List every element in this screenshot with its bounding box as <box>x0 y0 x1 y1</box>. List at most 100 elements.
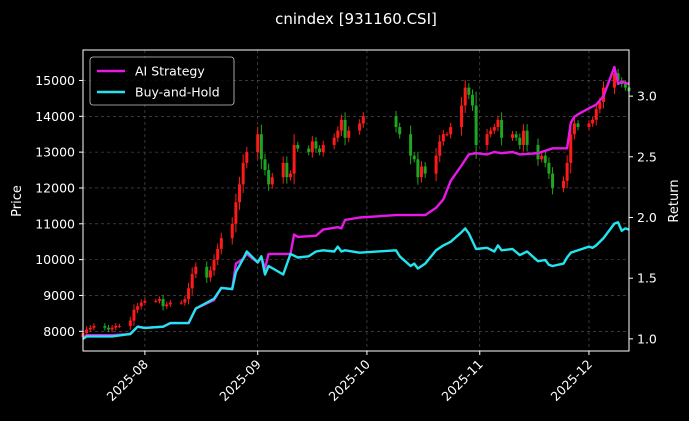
candle-body <box>85 329 89 334</box>
right-tick-label: 3.0 <box>637 89 657 104</box>
candle-body <box>132 309 136 321</box>
candle-body <box>143 300 147 303</box>
return-lines <box>82 65 630 340</box>
candle-body <box>238 184 242 203</box>
candle-body <box>154 300 158 302</box>
candle-body <box>598 101 602 110</box>
candle-body <box>551 173 555 188</box>
legend-label: AI Strategy <box>135 64 205 79</box>
right-tick-label: 1.5 <box>637 271 657 286</box>
candle-body <box>219 238 223 249</box>
candle-body <box>92 325 96 328</box>
candle-body <box>179 302 183 304</box>
candle-body <box>103 325 107 328</box>
candle-body <box>423 166 427 174</box>
candle-body <box>569 134 573 163</box>
candle-body <box>358 123 362 131</box>
candle-body <box>292 144 296 174</box>
candle-body <box>216 248 220 260</box>
left-tick-label: 12000 <box>35 180 75 195</box>
candle-body <box>285 162 289 178</box>
candle-body <box>205 266 209 278</box>
candle-body <box>245 152 249 163</box>
candle-body <box>612 73 616 88</box>
candle-body <box>514 134 518 138</box>
candle-body <box>165 304 169 307</box>
candle-body <box>616 73 620 81</box>
candle-body <box>474 105 478 145</box>
candle-body <box>398 127 402 135</box>
candle-body <box>525 130 529 145</box>
candle-body <box>114 325 118 328</box>
candle-body <box>212 259 216 271</box>
candle-body <box>441 134 445 142</box>
candle-body <box>420 166 424 178</box>
candle-body <box>434 155 438 174</box>
left-tick-label: 13000 <box>35 145 75 160</box>
candle-body <box>190 273 194 289</box>
candle-body <box>281 162 285 178</box>
candle-body <box>547 162 551 174</box>
candle-body <box>259 134 263 160</box>
candle-body <box>470 94 474 106</box>
candle-body <box>128 320 132 326</box>
candle-body <box>561 180 565 188</box>
candle-body <box>157 299 161 301</box>
candle-body <box>270 177 274 185</box>
candle-body <box>307 148 311 153</box>
candle-body <box>263 159 267 171</box>
left-tick-label: 8000 <box>43 324 75 339</box>
legend-box <box>89 56 235 106</box>
left-axis: 8000 9000 10000 11000 12000 13000 14000 15000 <box>35 73 83 339</box>
legend-label: Buy-and-Hold <box>135 85 220 100</box>
candle-body <box>187 288 191 300</box>
right-axis: 1.0 1.5 2.0 2.5 3.0 <box>629 89 657 346</box>
candle-body <box>194 266 198 274</box>
candle-body <box>467 87 471 95</box>
candle-body <box>576 123 580 128</box>
grid-lines <box>83 50 629 351</box>
candle-body <box>183 299 187 303</box>
candle-body <box>416 159 420 178</box>
candle-body <box>208 270 212 278</box>
candle-body <box>518 137 522 145</box>
legend: AI Strategy Buy-and-Hold <box>89 56 235 106</box>
candle-body <box>463 87 467 106</box>
candle-body <box>496 119 500 128</box>
candle-body <box>445 134 449 136</box>
candle-body <box>591 119 595 124</box>
candle-body <box>256 134 260 153</box>
y-axis-label-left: Price <box>10 185 25 217</box>
candle-body <box>594 109 598 120</box>
left-tick-label: 14000 <box>35 109 75 124</box>
candle-body <box>168 302 172 305</box>
candle-body <box>540 155 544 160</box>
candle-body <box>361 116 365 124</box>
right-tick-label: 2.0 <box>637 210 657 225</box>
candle-body <box>623 84 627 88</box>
candle-body <box>521 130 525 145</box>
candle-body <box>288 173 292 178</box>
candle-body <box>117 325 121 327</box>
candle-body <box>321 144 325 153</box>
candle-body <box>343 119 347 138</box>
candle-body <box>161 299 165 307</box>
candle-body <box>572 123 576 135</box>
y-axis-label-right: Return <box>667 179 682 222</box>
series-line-buy-and-hold <box>82 221 630 340</box>
candle-body <box>489 130 493 135</box>
candle-body <box>543 155 547 163</box>
left-tick-label: 10000 <box>35 252 75 267</box>
candle-body <box>234 202 238 224</box>
candle-body <box>139 302 143 307</box>
candle-body <box>412 155 416 160</box>
candle-body <box>241 162 245 185</box>
candle-body <box>314 141 318 149</box>
candle-body <box>394 116 398 128</box>
candle-body <box>460 105 464 128</box>
candle-body <box>587 123 591 128</box>
right-tick-label: 1.0 <box>637 331 657 346</box>
candle-body <box>492 127 496 131</box>
candle-body <box>409 134 413 156</box>
